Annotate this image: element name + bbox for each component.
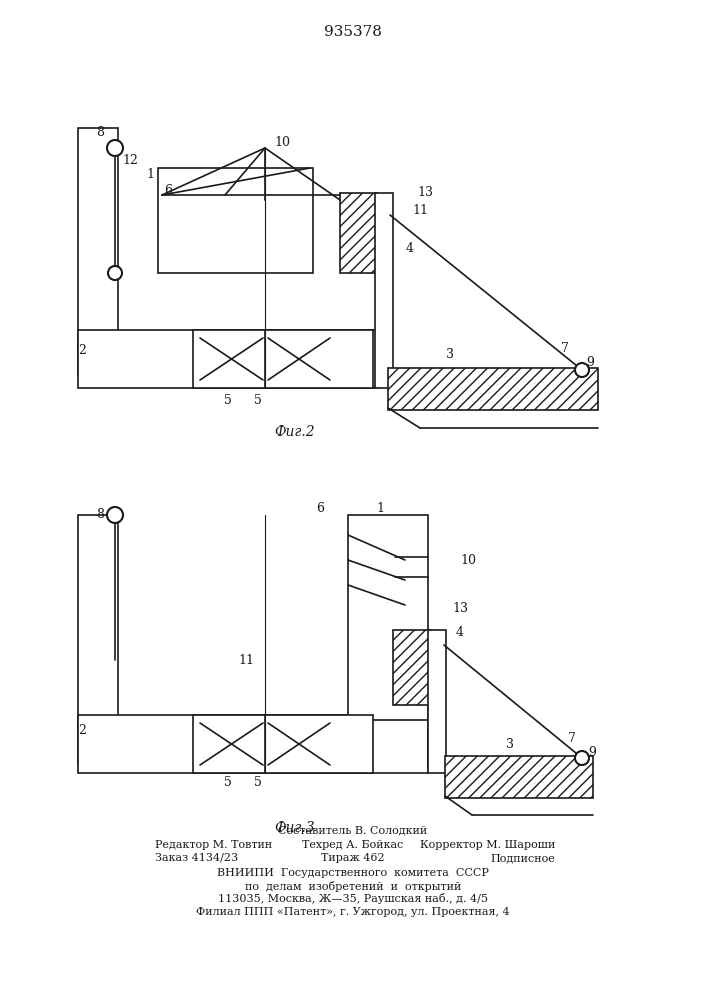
Text: 12: 12 (122, 153, 138, 166)
Circle shape (108, 266, 122, 280)
Text: 113035, Москва, Ж—35, Раушская наб., д. 4/5: 113035, Москва, Ж—35, Раушская наб., д. … (218, 894, 488, 904)
Text: 1: 1 (146, 168, 154, 182)
Circle shape (575, 363, 589, 377)
Bar (78, 715, 428, 773)
Text: Заказ 4134/23: Заказ 4134/23 (155, 853, 238, 863)
Bar (193, 715, 373, 773)
Text: 8: 8 (96, 125, 104, 138)
Text: 5: 5 (224, 776, 232, 790)
Text: 3: 3 (506, 738, 514, 752)
Text: 10: 10 (460, 554, 476, 566)
Text: 13: 13 (417, 186, 433, 198)
Circle shape (107, 507, 123, 523)
Text: Техред А. Бойкас: Техред А. Бойкас (303, 840, 404, 850)
Circle shape (107, 140, 123, 156)
Text: 935378: 935378 (324, 25, 382, 39)
Bar (78, 330, 378, 388)
Text: по  делам  изобретений  и  открытий: по делам изобретений и открытий (245, 880, 461, 892)
Text: 11: 11 (238, 654, 254, 666)
Text: 3: 3 (446, 349, 454, 361)
Text: Редактор М. Товтин: Редактор М. Товтин (155, 840, 272, 850)
Text: Тираж 462: Тираж 462 (321, 853, 385, 863)
Bar (158, 168, 313, 273)
Text: 13: 13 (452, 601, 468, 614)
Text: 10: 10 (274, 136, 290, 149)
Circle shape (575, 751, 589, 765)
Text: Филиал ППП «Патент», г. Ужгород, ул. Проектная, 4: Филиал ППП «Патент», г. Ужгород, ул. Про… (196, 907, 510, 917)
Bar (340, 193, 377, 273)
Text: 1: 1 (376, 502, 384, 514)
Text: 4: 4 (406, 241, 414, 254)
Bar (388, 368, 598, 410)
Bar (193, 330, 373, 388)
Bar (445, 756, 593, 798)
Text: 6: 6 (316, 502, 324, 514)
Text: 2: 2 (78, 724, 86, 736)
Bar (375, 193, 393, 388)
Text: Составитель В. Солодкий: Составитель В. Солодкий (279, 825, 428, 835)
Text: 7: 7 (561, 342, 569, 355)
Text: 2: 2 (78, 344, 86, 357)
Text: Фиг.2: Фиг.2 (275, 425, 315, 439)
Bar (428, 630, 446, 773)
Text: Подписное: Подписное (490, 853, 555, 863)
Bar (393, 630, 430, 705)
Text: 5: 5 (224, 393, 232, 406)
Text: Фиг.3: Фиг.3 (275, 821, 315, 835)
Text: 7: 7 (568, 732, 576, 744)
Text: 4: 4 (456, 626, 464, 639)
Text: Корректор М. Шароши: Корректор М. Шароши (420, 840, 555, 850)
Bar (348, 515, 428, 720)
Text: ВНИИПИ  Государственного  комитета  СССР: ВНИИПИ Государственного комитета СССР (217, 868, 489, 878)
Bar (78, 515, 118, 765)
Bar (78, 128, 118, 376)
Text: 8: 8 (96, 508, 104, 522)
Text: 5: 5 (254, 393, 262, 406)
Text: 5: 5 (254, 776, 262, 790)
Text: 6: 6 (164, 184, 172, 196)
Text: 11: 11 (412, 204, 428, 217)
Text: 9: 9 (588, 746, 596, 758)
Text: 9: 9 (586, 356, 594, 368)
